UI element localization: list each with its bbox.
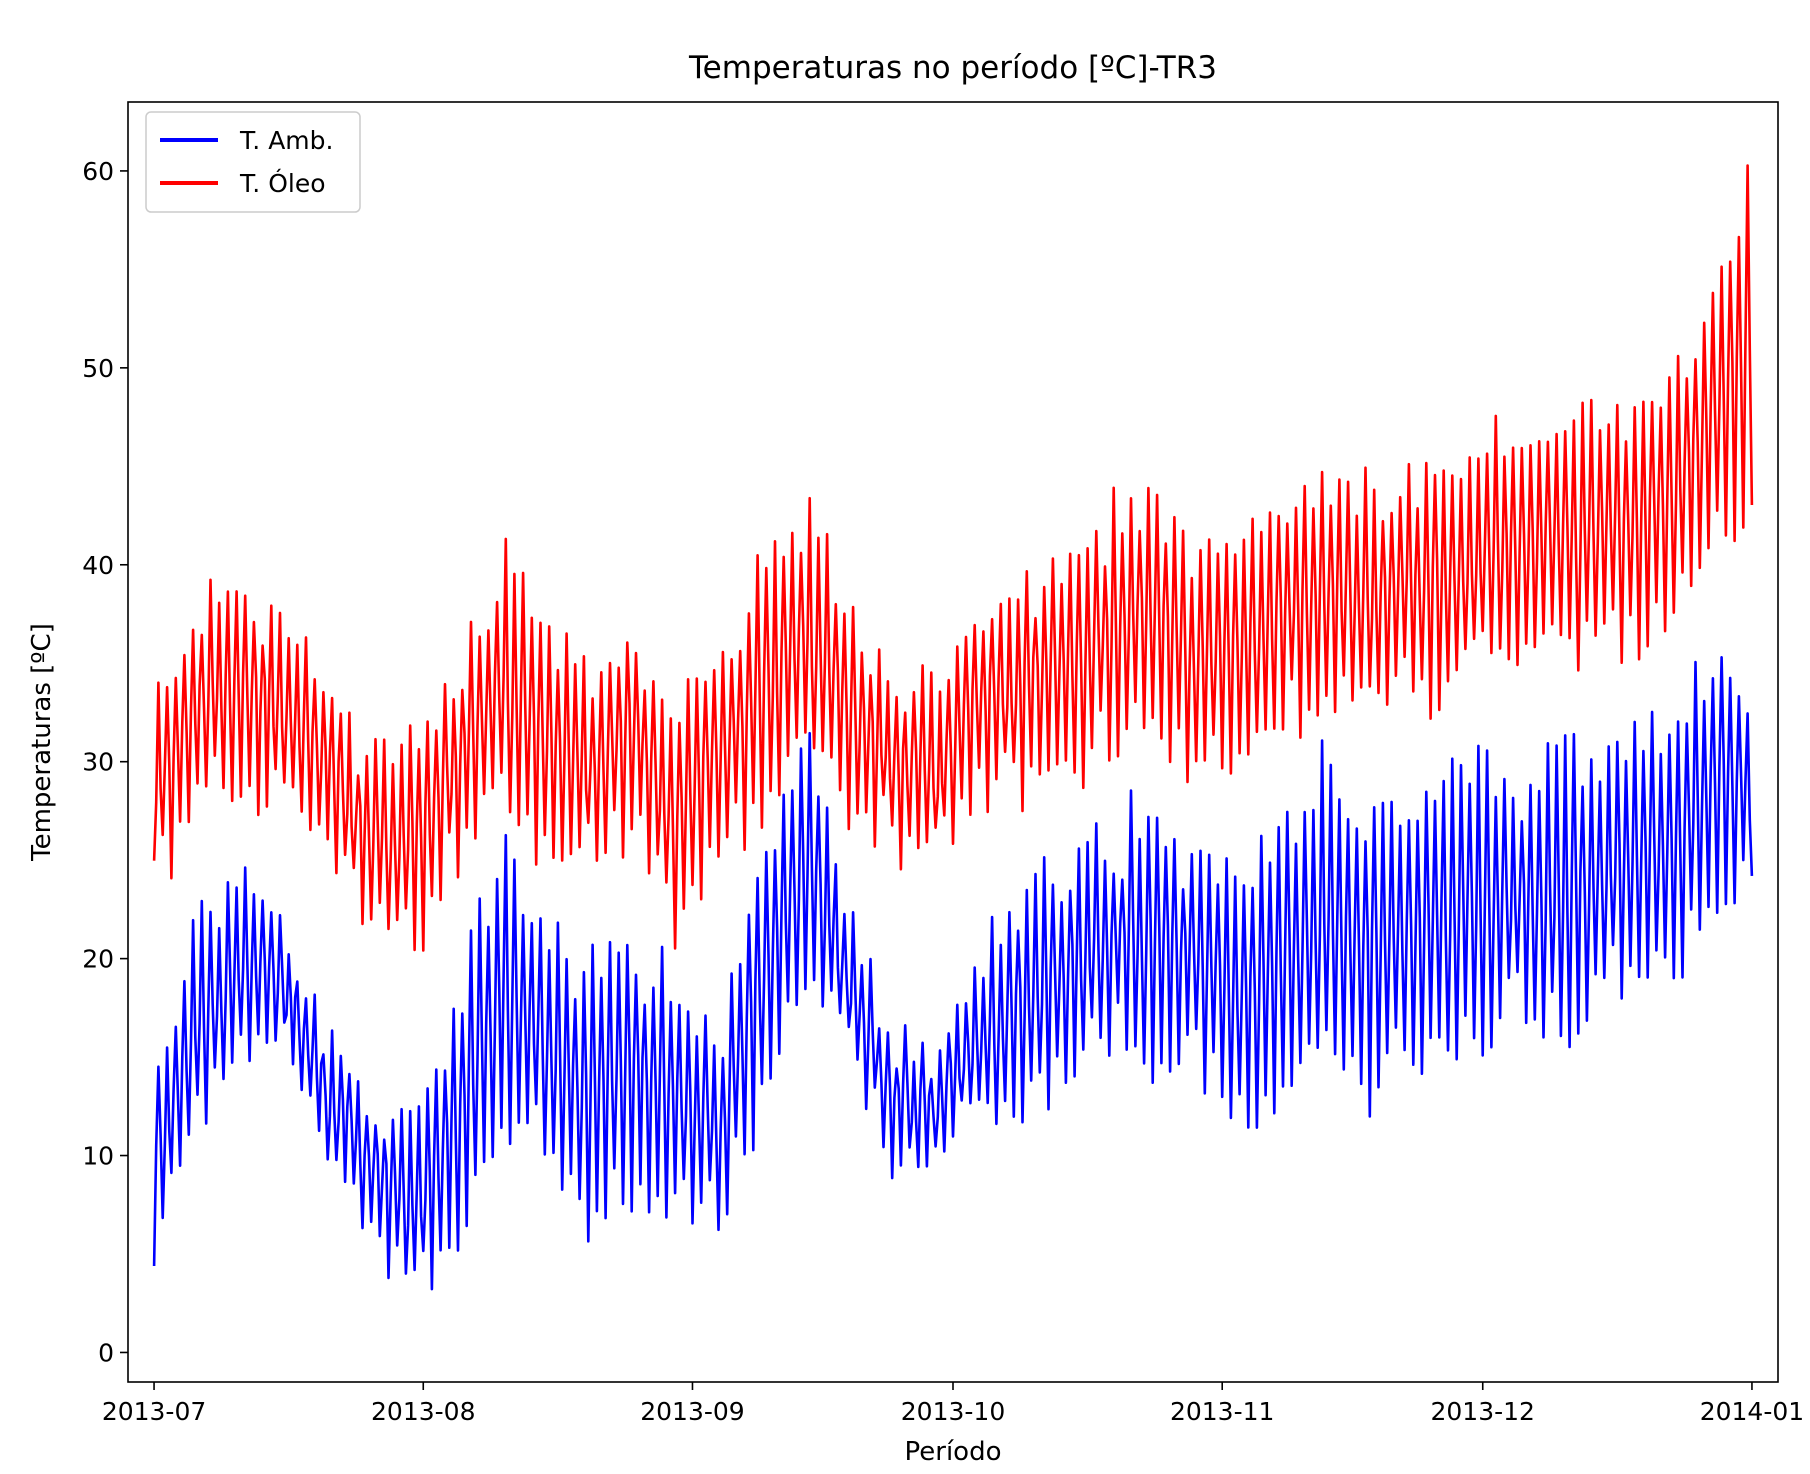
y-tick-label: 20 [82, 945, 114, 974]
series-layer [152, 164, 1754, 1291]
legend-label-t-amb: T. Amb. [239, 126, 333, 155]
x-tick-label: 2013-11 [1170, 1397, 1274, 1426]
y-tick-label: 60 [82, 157, 114, 186]
x-tick-label: 2013-12 [1431, 1397, 1535, 1426]
series-line-t-oleo [152, 164, 1754, 952]
x-tick-label: 2014-01 [1700, 1397, 1804, 1426]
x-tick-label: 2013-09 [640, 1397, 744, 1426]
y-tick-label: 50 [82, 354, 114, 383]
x-axis: 2013-07 2013-08 2013-09 2013-10 2013-11 2013-… [102, 1382, 1804, 1426]
y-axis: 0 10 20 30 40 50 60 [82, 157, 128, 1367]
plot-area [152, 164, 1754, 1291]
x-tick-label: 2013-10 [901, 1397, 1005, 1426]
legend: T. Amb. T. Óleo [145, 111, 361, 213]
x-tick-label: 2013-08 [371, 1397, 475, 1426]
series-line-t-amb [152, 655, 1754, 1291]
y-axis-label: Temperaturas [ºC] [27, 623, 57, 862]
y-tick-label: 30 [82, 748, 114, 777]
x-axis-label: Período [905, 1437, 1002, 1467]
chart-title: Temperaturas no período [ºC]-TR3 [688, 50, 1217, 86]
y-tick-label: 10 [82, 1142, 114, 1171]
y-tick-label: 40 [82, 551, 114, 580]
legend-label-t-oleo: T. Óleo [239, 168, 326, 198]
legend-box [145, 111, 361, 213]
y-tick-label: 0 [98, 1338, 114, 1367]
x-tick-label: 2013-07 [102, 1397, 206, 1426]
